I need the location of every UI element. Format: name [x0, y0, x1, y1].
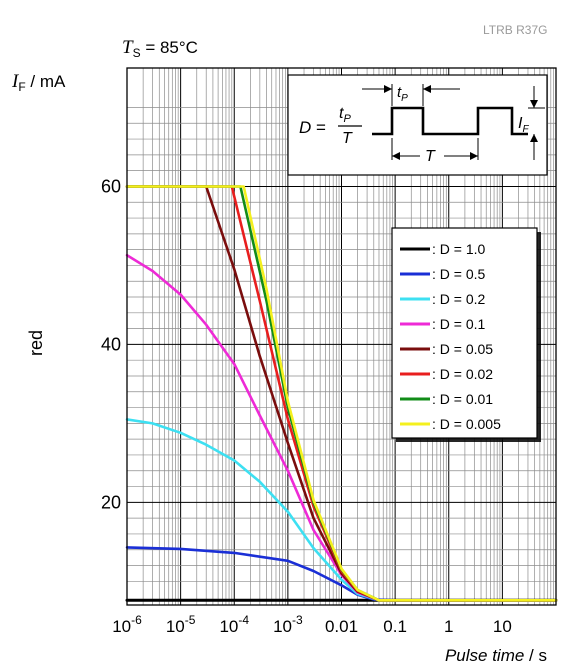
y-axis-label: IF / mA: [11, 71, 66, 94]
series-lines: [125, 185, 558, 602]
y-tick-label: 60: [101, 176, 121, 196]
legend-label: : D = 0.05: [432, 341, 493, 357]
x-tick-label: 0.01: [325, 617, 358, 636]
if-label: IF: [518, 115, 529, 135]
tp-arrow-right-head: [423, 85, 431, 93]
legend: : D = 1.0 : D = 0.5 : D = 0.2 : D = 0.1 : D …: [391, 227, 541, 442]
legend-label: : D = 0.1: [432, 316, 486, 332]
part-number: LTRB R37G: [483, 23, 548, 37]
tp-label: tP: [397, 84, 408, 104]
period-arrow-right-head: [470, 152, 478, 160]
if-arrow-bottom-head: [530, 134, 538, 142]
legend-box: [391, 227, 538, 439]
inset-formula: D =: [299, 118, 326, 137]
period-label: T: [425, 148, 436, 165]
tp-arrow-left-head: [384, 85, 392, 93]
plot-frame: [126, 67, 557, 606]
x-tick-label: 0.1: [383, 617, 407, 636]
legend-label: : D = 0.005: [432, 416, 501, 432]
x-tick-label: 10-4: [219, 613, 249, 636]
inset-box: [287, 74, 548, 176]
x-axis-label: Pulse time / s: [445, 646, 547, 665]
x-tick-label: 1: [444, 617, 453, 636]
x-tick-label: 10-5: [166, 613, 196, 636]
tick-labels: 20 40 60 10-6 10-5 10-4 10-3 0.01 0.1 1 10: [101, 176, 512, 636]
if-arrow-top-head: [530, 100, 538, 108]
y-tick-label: 20: [101, 492, 121, 512]
condition-label: TS = 85°C: [122, 37, 198, 60]
legend-label: : D = 0.02: [432, 366, 493, 382]
legend-label: : D = 0.2: [432, 291, 486, 307]
x-tick-label: 10-6: [112, 613, 142, 636]
pulse-inset: D = tP T tP T IF: [287, 74, 548, 176]
pulse-waveform: [372, 106, 528, 136]
inset-formula-denominator: T: [342, 130, 353, 147]
y-tick-label: 40: [101, 334, 121, 354]
y-axis-side-label: red: [26, 330, 46, 356]
legend-label: : D = 0.01: [432, 391, 493, 407]
series-line: [125, 185, 558, 602]
legend-label: : D = 1.0: [432, 241, 486, 257]
x-tick-label: 10: [493, 617, 512, 636]
period-arrow-left-head: [392, 152, 400, 160]
inset-formula-numerator: tP: [339, 105, 351, 125]
x-tick-label: 10-3: [273, 613, 303, 636]
legend-label: : D = 0.5: [432, 266, 486, 282]
